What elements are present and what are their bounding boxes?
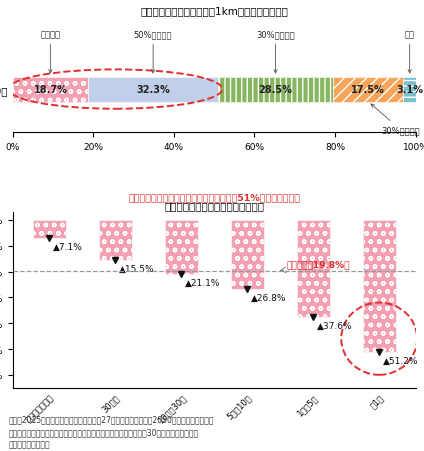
Bar xyxy=(218,78,333,102)
Text: 全国平均（19.8%）: 全国平均（19.8%） xyxy=(287,260,350,269)
Text: ▲7.1%: ▲7.1% xyxy=(53,243,83,252)
Text: ▲21.1%: ▲21.1% xyxy=(185,279,220,288)
Bar xyxy=(403,78,416,102)
Bar xyxy=(231,221,264,290)
Bar xyxy=(165,221,198,275)
Text: 50%以上減少: 50%以上減少 xyxy=(134,31,172,74)
Text: ▲26.8%: ▲26.8% xyxy=(251,293,287,302)
Text: 30%未満減少: 30%未満減少 xyxy=(371,105,420,135)
Bar xyxy=(297,221,330,318)
Title: 人口増減割合別の地点数（1kmメッシュベース）: 人口増減割合別の地点数（1kmメッシュベース） xyxy=(140,6,288,16)
Text: 全国の居住地域の約半数（有人メッシュの51%）で人口が半減: 全国の居住地域の約半数（有人メッシュの51%）で人口が半減 xyxy=(128,193,300,202)
Text: 17.5%: 17.5% xyxy=(351,85,385,95)
Bar xyxy=(333,78,403,102)
Text: 無居住化: 無居住化 xyxy=(40,31,60,74)
Title: 市区町村の人口規模別の人口減少率: 市区町村の人口規模別の人口減少率 xyxy=(164,201,264,211)
Text: 3.1%: 3.1% xyxy=(396,85,423,95)
Text: ▲51.2%: ▲51.2% xyxy=(383,356,418,365)
Text: 資料）2015年時点の人口は総務省「平成27年国勢調査」より、2050年時点の人口は国立
　　社会保障・人口問題研究所「日本の地域別将来推計人口（平成30年推計: 資料）2015年時点の人口は総務省「平成27年国勢調査」より、2050年時点の人… xyxy=(8,415,214,449)
Bar xyxy=(98,221,131,260)
Text: 30%以上減少: 30%以上減少 xyxy=(256,31,295,74)
Text: 28.5%: 28.5% xyxy=(259,85,293,95)
Bar xyxy=(363,221,396,352)
Bar xyxy=(33,221,66,239)
Bar xyxy=(13,78,88,102)
Bar xyxy=(88,78,218,102)
Text: 32.3%: 32.3% xyxy=(136,85,170,95)
Text: ▲15.5%: ▲15.5% xyxy=(119,264,155,273)
Text: 増加: 増加 xyxy=(404,31,415,74)
Text: ▲37.6%: ▲37.6% xyxy=(317,321,353,330)
Text: 18.7%: 18.7% xyxy=(33,85,67,95)
